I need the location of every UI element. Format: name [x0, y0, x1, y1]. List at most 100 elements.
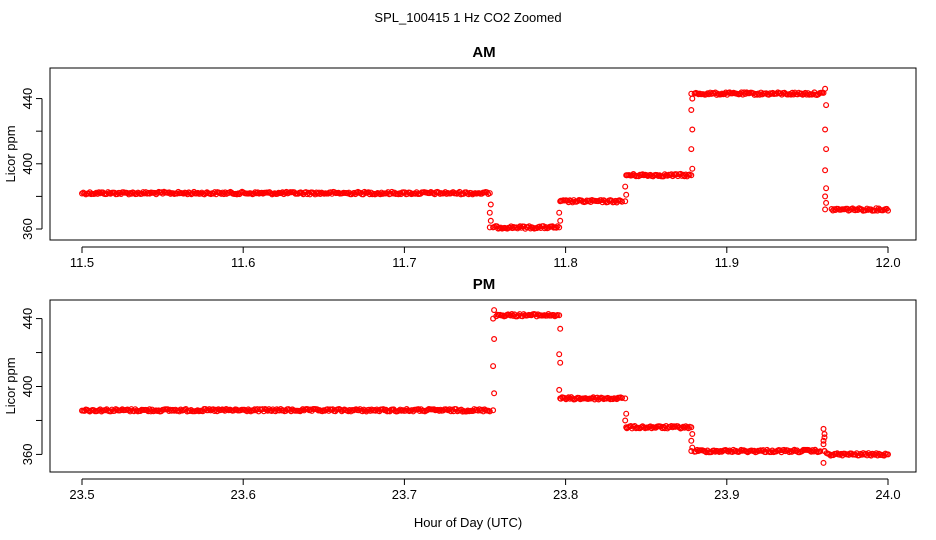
- pm-x-tick-label: 23.6: [231, 487, 256, 502]
- pm-transition-0-point: [491, 307, 498, 314]
- am-transition-0-point: [486, 224, 493, 231]
- am-transition-3-point: [688, 106, 695, 113]
- am-segment-0-point: [426, 190, 433, 197]
- pm-segment-0-point: [372, 407, 379, 414]
- pm-segment-1-point: [550, 312, 557, 319]
- pm-transition-2-point: [622, 417, 629, 424]
- am-segment-1-point: [541, 225, 548, 232]
- pm-transition-2-point: [623, 424, 630, 431]
- am-segment-2-point: [618, 198, 625, 205]
- pm-transition-4-point: [821, 448, 828, 455]
- am-x-axis: 11.5 11.6 11.7 11.8 11.9 12.0: [70, 246, 901, 270]
- pm-x-tick-label: 24.0: [875, 487, 900, 502]
- am-transition-2-point: [623, 172, 630, 179]
- am-transition-0-point: [487, 217, 494, 224]
- pm-segment-2-point: [618, 395, 625, 402]
- am-segment-5-point: [863, 205, 870, 212]
- pm-segment-1-point: [515, 312, 522, 319]
- pm-transition-0-point: [491, 336, 498, 343]
- pm-x-tick-label: 23.7: [392, 487, 417, 502]
- am-x-tick-label: 11.9: [715, 255, 739, 270]
- pm-transition-4-point: [820, 425, 827, 432]
- pm-transition-0-point: [490, 363, 497, 370]
- pm-x-tick-label: 23.9: [714, 487, 739, 502]
- pm-transition-1-point: [557, 395, 564, 402]
- am-panel-title: AM: [472, 44, 495, 61]
- pm-segment-4-point: [780, 446, 787, 453]
- am-segment-2-point: [564, 197, 571, 204]
- am-transition-4-point: [822, 206, 829, 213]
- pm-transition-4-point: [820, 441, 827, 448]
- am-transition-3-point: [689, 165, 696, 172]
- pm-plot-frame: [49, 299, 917, 473]
- pm-y-axis: 360 400 440: [20, 308, 43, 466]
- am-transition-4-point: [822, 167, 829, 174]
- am-segment-0-point: [166, 189, 173, 196]
- pm-transition-3-point: [689, 431, 696, 438]
- pm-transition-3-point: [688, 424, 695, 431]
- am-transition-4-point: [823, 199, 830, 206]
- am-transition-2-point: [622, 198, 629, 205]
- am-segment-0-point: [383, 190, 390, 197]
- am-transition-3-point: [689, 126, 696, 133]
- am-y-tick-label: 440: [20, 88, 35, 110]
- pm-segment-4-point: [710, 447, 717, 454]
- am-y-axis: 360 400 440: [20, 88, 43, 240]
- am-panel: AM 11.5 11.6 11.7 11.8 11.9 12.0 360 400 440 Li…: [3, 44, 917, 270]
- pm-segment-3-point: [685, 425, 692, 432]
- pm-y-tick-label: 360: [20, 444, 35, 466]
- pm-segment-5-point: [884, 451, 891, 458]
- x-axis-label: Hour of Day (UTC): [414, 515, 522, 530]
- pm-data-points: [78, 307, 891, 466]
- pm-segment-0-point: [298, 407, 305, 414]
- am-x-tick-label: 11.5: [70, 255, 94, 270]
- pm-transition-1-point: [557, 359, 564, 366]
- pm-segment-0-point: [486, 408, 493, 415]
- am-transition-4-point: [822, 126, 829, 133]
- pm-segment-0-point: [436, 407, 443, 414]
- pm-panel-title: PM: [473, 276, 496, 293]
- am-segment-4-point: [713, 91, 720, 98]
- am-segment-0-point: [316, 189, 323, 196]
- pm-y-axis-label: Licor ppm: [3, 357, 18, 414]
- pm-transition-4-point: [821, 431, 828, 438]
- pm-transition-3-point: [689, 444, 696, 451]
- pm-transition-1-point: [556, 351, 563, 358]
- pm-transition-2-point: [623, 410, 630, 417]
- pm-transition-3-point: [688, 437, 695, 444]
- am-segment-1-point: [536, 223, 543, 230]
- am-transition-2-point: [623, 191, 630, 198]
- am-transition-0-point: [486, 190, 493, 197]
- am-y-axis-label: Licor ppm: [3, 125, 18, 182]
- pm-transition-0-point: [490, 407, 497, 414]
- am-transition-0-point: [486, 209, 493, 216]
- pm-transition-0-point: [491, 390, 498, 397]
- am-x-tick-label: 11.6: [231, 255, 255, 270]
- am-segment-2-point: [602, 198, 609, 205]
- pm-segment-0-point: [206, 406, 213, 413]
- am-transition-1-point: [557, 198, 564, 205]
- am-transition-3-point: [688, 172, 695, 179]
- am-data-points: [78, 85, 891, 232]
- am-transition-4-point: [822, 193, 829, 200]
- am-plot-frame: [49, 67, 917, 241]
- am-transition-3-point: [689, 95, 696, 102]
- am-x-tick-label: 11.7: [392, 255, 416, 270]
- am-transition-4-point: [822, 85, 829, 92]
- am-transition-4-point: [823, 102, 830, 109]
- pm-panel: PM 23.5 23.6 23.7 23.8 23.9 24.0 360 400 440 Li…: [3, 276, 917, 502]
- am-transition-3-point: [688, 146, 695, 153]
- pm-x-tick-label: 23.5: [69, 487, 94, 502]
- am-transition-1-point: [557, 217, 564, 224]
- am-segment-0-point: [254, 189, 261, 196]
- am-transition-1-point: [556, 209, 563, 216]
- am-y-tick-label: 360: [20, 218, 35, 240]
- pm-transition-4-point: [820, 437, 827, 444]
- pm-transition-4-point: [821, 434, 828, 441]
- pm-x-axis: 23.5 23.6 23.7 23.8 23.9 24.0: [69, 478, 901, 502]
- am-segment-4-point: [721, 90, 728, 97]
- am-transition-0-point: [487, 201, 494, 208]
- pm-transition-0-point: [490, 315, 497, 322]
- pm-segment-4-point: [725, 448, 732, 455]
